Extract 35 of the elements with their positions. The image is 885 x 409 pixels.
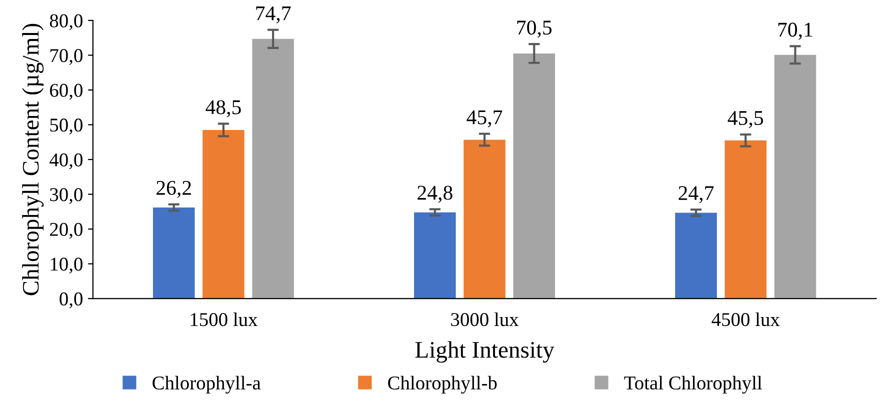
data-label: 70,5	[517, 20, 552, 38]
y-tick-label: 60,0	[50, 84, 82, 100]
data-label: 26,2	[156, 180, 191, 198]
y-axis-title: Chlorophyll Content (µg/ml)	[22, 24, 44, 296]
bar	[724, 140, 766, 299]
x-tick-label: 4500 lux	[712, 312, 780, 326]
y-tick-label: 10,0	[50, 258, 82, 274]
bar	[464, 140, 506, 299]
bar	[675, 212, 717, 299]
x-axis-title: Light Intensity	[415, 341, 554, 363]
y-tick-label: 40,0	[50, 153, 82, 170]
bar	[513, 53, 556, 299]
x-tick-label: 3000 lux	[451, 312, 519, 326]
data-label: 48,5	[206, 100, 241, 118]
bar	[252, 38, 294, 299]
data-label: 24,7	[678, 186, 714, 204]
data-label: 24,8	[418, 186, 452, 203]
y-tick-label: 70,0	[50, 49, 82, 65]
legend-label: Chlorophyll-a	[152, 376, 261, 394]
x-tick-label: 1500 lux	[190, 312, 258, 326]
bar	[202, 130, 244, 299]
data-label: 70,1	[778, 22, 812, 40]
y-tick-label: 80,0	[50, 14, 82, 30]
legend-label: Chlorophyll-b	[388, 376, 497, 394]
y-tick-label: 30,0	[50, 188, 82, 204]
data-label: 45,7	[466, 110, 502, 128]
legend-label: Total Chlorophyll	[624, 376, 762, 394]
data-label: 45,5	[728, 111, 764, 128]
data-label: 74,7	[256, 6, 291, 24]
y-tick-label: 20,0	[50, 222, 82, 239]
bar	[774, 54, 816, 299]
bar	[414, 212, 456, 299]
y-tick-label: 0,0	[60, 292, 82, 308]
y-tick-label: 50,0	[50, 118, 82, 134]
bar	[152, 207, 195, 299]
